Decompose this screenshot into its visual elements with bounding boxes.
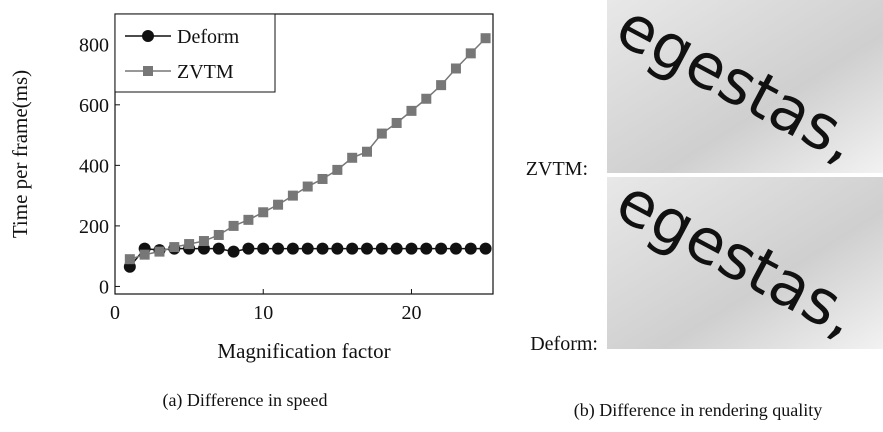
y-tick-label: 600 [79,95,109,117]
point [346,242,359,255]
point [286,242,299,255]
point [287,190,298,201]
x-axis-label: Magnification factor [217,339,390,363]
point [139,249,150,260]
point [257,242,270,255]
legend-box [114,13,276,93]
point [272,242,285,255]
point [450,63,461,74]
y-tick-label: 800 [79,34,109,56]
point [347,152,358,163]
point [213,229,224,240]
point [465,48,476,59]
image-label: ZVTM: [526,158,588,180]
x-tick-label: 10 [253,302,273,324]
point [184,239,195,250]
point [243,214,254,225]
point [376,128,387,139]
x-tick-label: 0 [110,302,120,324]
point [273,199,284,210]
caption: (a) Difference in speed [162,390,327,411]
point [242,242,255,255]
point [464,242,477,255]
point [391,117,402,128]
point [421,93,432,104]
y-tick-label: 400 [79,155,109,177]
x-tick-label: 20 [401,302,421,324]
image: egestas, [605,0,883,176]
point [331,242,344,255]
point [228,220,239,231]
point [436,80,447,91]
plot-frame [114,13,494,295]
point [227,245,240,258]
point [124,254,135,265]
point [420,242,433,255]
point [362,146,372,157]
point [406,105,417,116]
point [449,242,462,255]
point [332,164,343,175]
point [142,30,154,42]
point [302,181,313,192]
point [390,242,403,255]
point [154,246,165,257]
point [198,236,209,247]
y-axis-label: Time per frame(ms) [8,70,32,238]
point [479,242,492,255]
y-tick-label: 200 [79,216,109,238]
caption: (b) Difference in rendering quality [574,400,823,421]
point [212,242,225,255]
point [169,242,180,253]
point [143,66,153,76]
image: egestas, [605,164,883,351]
point [317,173,328,184]
point [405,242,418,255]
point [301,242,314,255]
point [375,242,388,255]
point [316,242,329,255]
point [480,33,491,44]
y-tick-label: 0 [99,276,109,298]
point [361,242,373,255]
point [435,242,448,255]
point [258,207,269,218]
legend-label: Deform [177,26,240,48]
legend-label: ZVTM [177,61,234,83]
image-label: Deform: [530,333,598,355]
